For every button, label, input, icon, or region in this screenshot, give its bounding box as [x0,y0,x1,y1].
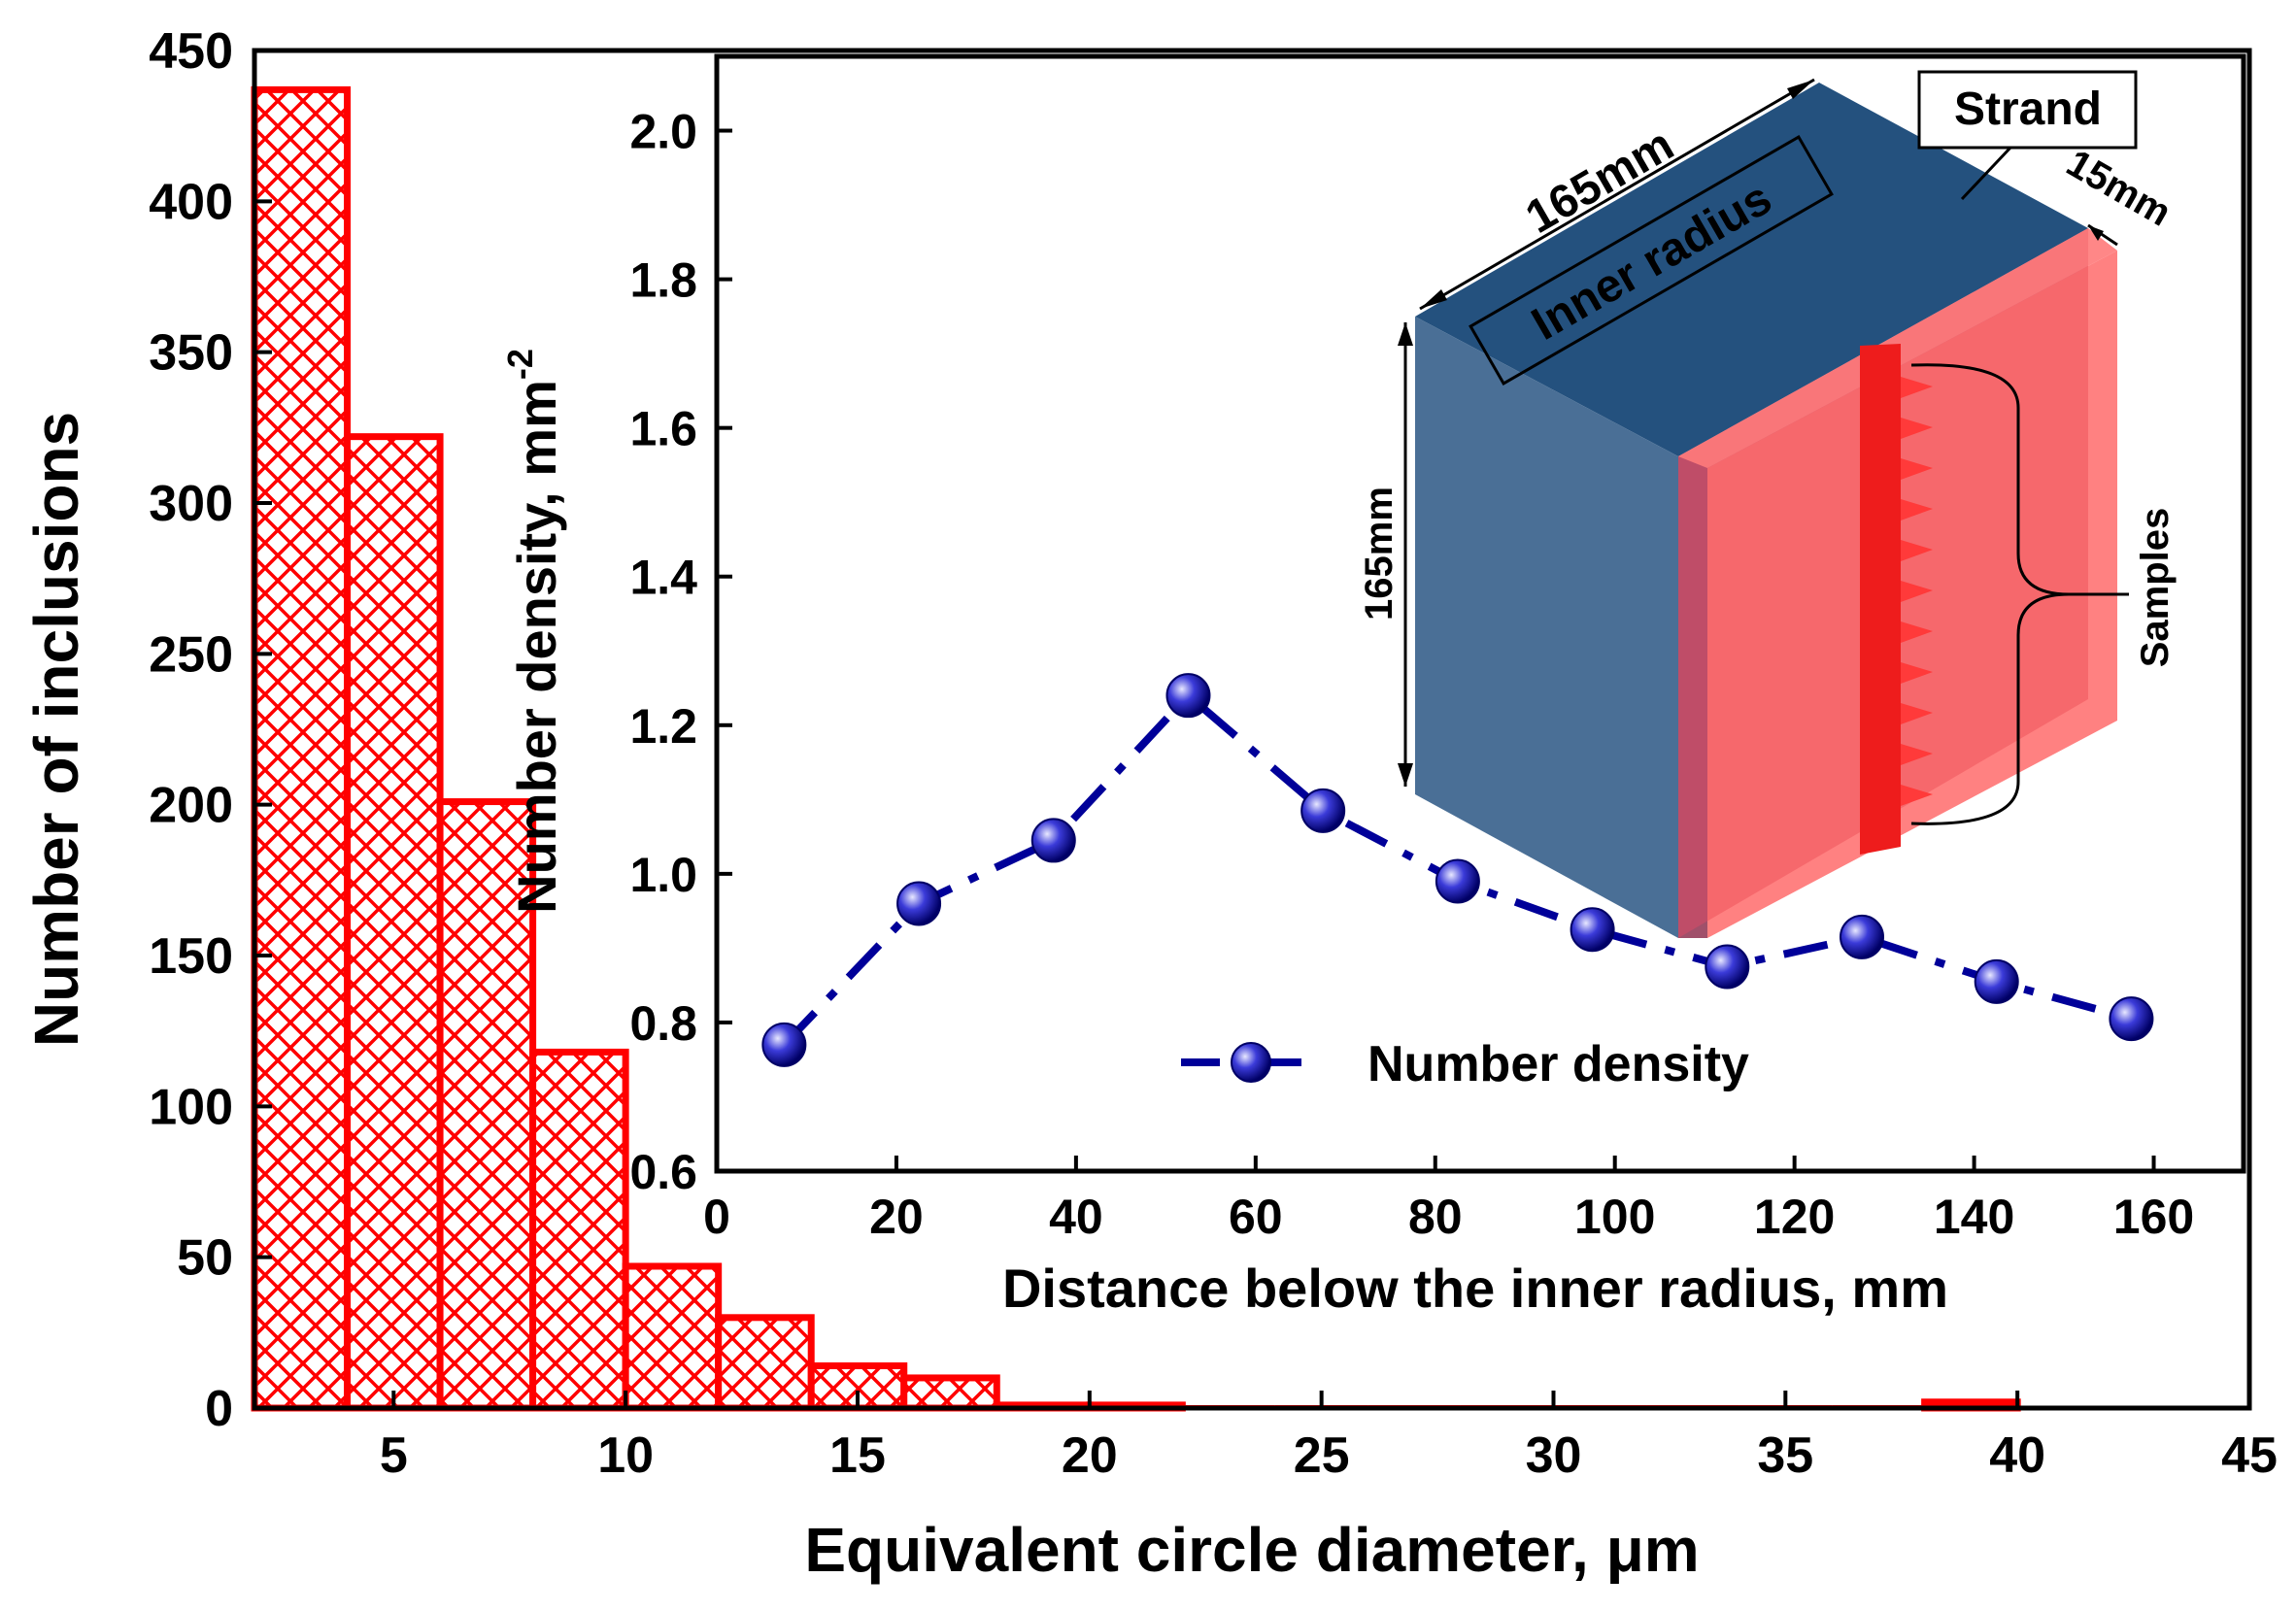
y-tick-label: 50 [177,1230,233,1287]
inset-x-ticks: 0 20 40 60 80 100 120 140 160 [703,1156,2194,1244]
inset-x-tick-label: 40 [1049,1190,1103,1244]
inset-x-axis-label: Distance below the inner radius, mm [1002,1258,1948,1319]
x-tick-label: 5 [380,1427,408,1484]
histogram-bar [622,1262,723,1412]
inset-y-tick-label: 0.8 [629,996,697,1051]
legend-marker [1231,1042,1271,1083]
x-tick-label: 20 [1062,1427,1118,1484]
number-density-point [2109,996,2154,1042]
y-tick-label: 250 [149,626,233,683]
inset-x-tick-label: 160 [2113,1190,2194,1244]
strand-label-box [1917,70,2138,150]
inset-y-tick-label: 2.0 [629,105,697,159]
sample-teeth [1901,377,1933,806]
inset-x-tick-label: 0 [703,1190,730,1244]
main-y-ticks: 0 50 100 150 200 250 300 350 400 450 [149,23,272,1437]
y-tick-label: 200 [149,778,233,834]
x-tick-label: 45 [2221,1427,2278,1484]
y-tick-label: 350 [149,325,233,382]
height-label: 165mm [1358,487,1401,621]
histogram-bar [715,1314,815,1412]
inner-radius-box [1469,135,1834,386]
inset-y-tick-label: 1.0 [629,848,697,902]
strand-front-face [1415,317,1678,938]
inset-legend: Number density [1181,1036,1749,1092]
strand-label: Strand [1954,84,2102,135]
sample-strip [1860,344,1901,855]
number-density-point [1435,858,1480,904]
y-tick-label: 100 [149,1079,233,1135]
inset-x-tick-label: 120 [1754,1190,1835,1244]
inset-y-tick-label: 1.6 [629,402,697,456]
strand-leader-line [1960,146,2012,201]
main-x-ticks: 5 10 15 20 25 30 35 40 45 [380,1391,2278,1484]
number-density-point [1570,907,1615,953]
inset-x-tick-label: 80 [1408,1190,1463,1244]
width-dimension-arrow [1419,78,1815,311]
x-tick-label: 10 [597,1427,654,1484]
inset-y-tick-label: 1.4 [629,551,697,605]
inset-x-tick-label: 20 [869,1190,924,1244]
number-density-point [896,881,942,926]
main-y-axis-label: Number of inclusions [21,412,91,1047]
number-density-points [761,673,2154,1067]
number-density-point [1974,958,2019,1004]
number-density-point [1030,818,1076,863]
x-tick-label: 30 [1526,1427,1582,1484]
inset-y-axis-exponent: -2 [500,349,540,380]
inset-y-axis-label-text: Number density, mm [506,380,567,914]
number-density-point [1300,788,1346,833]
histogram-bar [900,1374,1000,1412]
y-tick-label: 450 [149,23,233,80]
x-tick-label: 40 [1989,1427,2045,1484]
number-density-point [1705,944,1750,990]
main-plot-frame [252,48,2252,1411]
histogram-bar [344,433,444,1412]
inset-y-ticks: 0.6 0.8 1.0 1.2 1.4 1.6 1.8 2.0 [629,105,732,1199]
inset-y-axis-label: Number density, mm-2 [500,349,567,914]
samples-label: Samples [2134,508,2177,668]
histogram-bar [529,1048,629,1412]
inset-y-tick-label: 0.6 [629,1145,697,1199]
inset-y-tick-label: 1.2 [629,699,697,754]
x-tick-label: 25 [1294,1427,1350,1484]
y-tick-label: 400 [149,174,233,230]
inset-y-tick-label: 1.8 [629,253,697,308]
x-tick-label: 35 [1757,1427,1813,1484]
number-density-point [1165,673,1211,719]
main-x-axis-label: Equivalent circle diameter, μm [804,1515,1699,1585]
inset-x-tick-label: 140 [1934,1190,2014,1244]
x-tick-label: 15 [829,1427,886,1484]
legend-label: Number density [1367,1036,1749,1092]
histogram-bars [251,85,2021,1412]
y-tick-label: 0 [205,1381,233,1437]
number-density-point [1840,914,1884,959]
inset-x-tick-label: 100 [1574,1190,1655,1244]
y-tick-label: 300 [149,476,233,532]
number-density-point [761,1022,807,1067]
strand-top-face [1415,83,2088,456]
inset-x-tick-label: 60 [1229,1190,1283,1244]
histogram-bar [251,85,352,1412]
y-tick-label: 150 [149,928,233,985]
